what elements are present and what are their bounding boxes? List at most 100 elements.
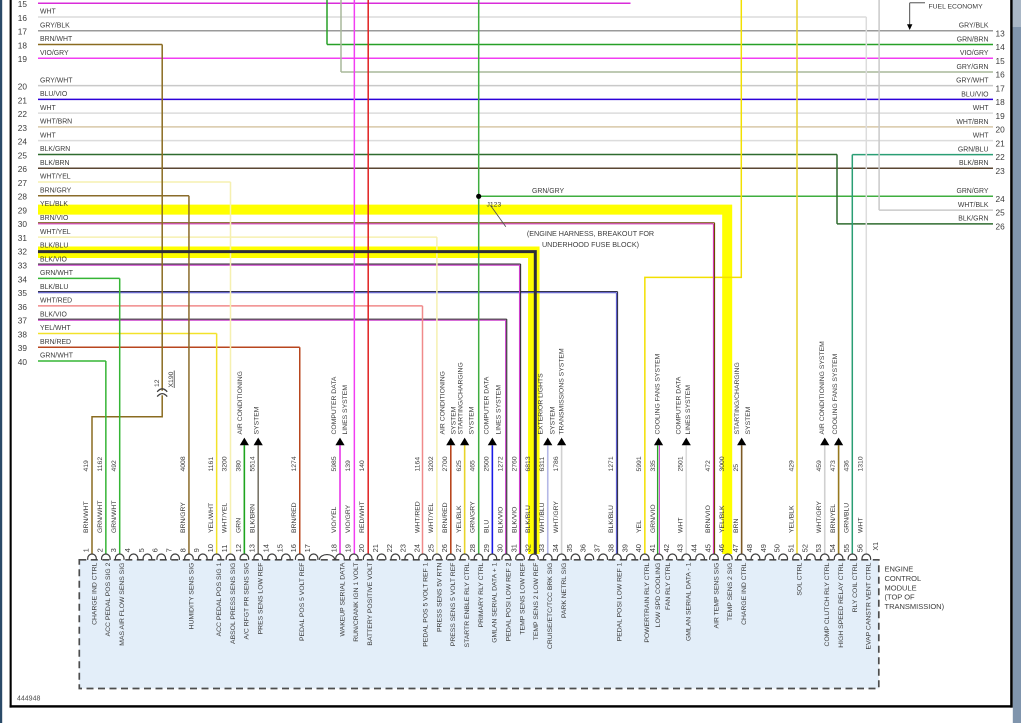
svg-text:LINES SYSTEM: LINES SYSTEM (342, 385, 349, 435)
svg-text:14: 14 (261, 544, 270, 552)
svg-text:436: 436 (844, 460, 851, 472)
svg-text:16: 16 (289, 544, 298, 552)
svg-text:GRY/GRN: GRY/GRN (956, 64, 988, 71)
svg-text:WHT/RED: WHT/RED (40, 298, 72, 305)
svg-text:PEDAL POSI LOW REF 2: PEDAL POSI LOW REF 2 (506, 562, 513, 641)
svg-text:ACC PEDAL POS SIG 1: ACC PEDAL POS SIG 1 (216, 562, 223, 636)
svg-text:AIR CONDITIONING: AIR CONDITIONING (439, 371, 446, 434)
svg-text:21: 21 (18, 95, 28, 105)
svg-text:WHT/YEL: WHT/YEL (40, 174, 71, 181)
svg-text:21: 21 (996, 138, 1006, 148)
svg-text:3: 3 (109, 548, 118, 552)
svg-text:AIR CONDITIONING SYSTEM: AIR CONDITIONING SYSTEM (819, 341, 826, 435)
svg-text:ENGINE: ENGINE (885, 565, 914, 574)
svg-text:24: 24 (18, 137, 28, 147)
svg-text:1162: 1162 (97, 457, 104, 472)
svg-text:WHT: WHT (677, 518, 684, 533)
svg-text:26: 26 (440, 544, 449, 552)
svg-text:GRN/GRY: GRN/GRY (956, 188, 988, 195)
svg-text:465: 465 (470, 460, 477, 472)
svg-text:FAN RLY CTRL: FAN RLY CTRL (665, 562, 672, 610)
svg-text:6311: 6311 (539, 457, 546, 472)
svg-text:PRES SENS LOW REF: PRES SENS LOW REF (258, 563, 265, 635)
svg-text:A/C RFGT PR SENS SIG: A/C RFGT PR SENS SIG (244, 563, 251, 640)
svg-text:625: 625 (456, 460, 463, 472)
svg-text:(ENGINE HARNESS, BREAKOUT FOR: (ENGINE HARNESS, BREAKOUT FOR (527, 229, 654, 238)
svg-text:TEMP SENS 2 SIG: TEMP SENS 2 SIG (727, 563, 734, 621)
svg-text:20: 20 (357, 544, 366, 552)
svg-text:LINES SYSTEM: LINES SYSTEM (685, 385, 692, 435)
svg-text:53: 53 (814, 544, 823, 552)
svg-text:1310: 1310 (858, 456, 865, 471)
svg-text:CHARGE IND CTRL: CHARGE IND CTRL (741, 562, 748, 625)
svg-text:5: 5 (137, 548, 146, 552)
svg-text:WHT/GRY: WHT/GRY (816, 501, 823, 533)
svg-text:WHT/YEL: WHT/YEL (428, 503, 435, 533)
svg-text:PEDAL POS 5 VOLT REF: PEDAL POS 5 VOLT REF (299, 563, 306, 641)
svg-text:GRN/GRY: GRN/GRY (470, 501, 477, 533)
svg-text:19: 19 (996, 111, 1006, 121)
svg-text:BLK/GRN: BLK/GRN (958, 216, 988, 223)
svg-text:SYSTEM: SYSTEM (450, 406, 457, 434)
svg-text:GRN/VIO: GRN/VIO (650, 504, 657, 533)
svg-text:CHARGE IND CTRL: CHARGE IND CTRL (91, 562, 98, 625)
svg-text:BRN/RED: BRN/RED (442, 502, 449, 533)
svg-text:RUN/CRANK IGN 1 VOLT: RUN/CRANK IGN 1 VOLT (353, 563, 360, 642)
svg-text:1786: 1786 (553, 456, 560, 471)
svg-text:TEMP SENS 2 LOW REF: TEMP SENS 2 LOW REF (533, 563, 540, 641)
svg-text:GRY/BLK: GRY/BLK (40, 22, 70, 29)
svg-text:2501: 2501 (677, 456, 684, 471)
svg-text:WHT/GRY: WHT/GRY (553, 501, 560, 533)
svg-text:AIR TEMP SENS SIG: AIR TEMP SENS SIG (713, 563, 720, 629)
svg-text:BRN/YEL: BRN/YEL (830, 504, 837, 533)
svg-text:WHT/YEL: WHT/YEL (40, 229, 71, 236)
svg-text:WHT: WHT (40, 105, 56, 112)
svg-text:25: 25 (18, 150, 28, 160)
svg-text:3000: 3000 (719, 456, 726, 471)
svg-text:BLK/VIO: BLK/VIO (497, 507, 504, 533)
svg-text:140: 140 (359, 460, 366, 472)
svg-text:GRN/BRN: GRN/BRN (957, 36, 989, 43)
svg-text:YEL/WHT: YEL/WHT (40, 325, 71, 332)
svg-text:37: 37 (593, 544, 602, 552)
svg-text:GRY/WHT: GRY/WHT (956, 78, 989, 85)
svg-text:34: 34 (551, 544, 560, 552)
svg-text:54: 54 (828, 544, 837, 552)
svg-text:17: 17 (996, 83, 1006, 93)
svg-text:5514: 5514 (249, 456, 256, 471)
svg-text:24: 24 (413, 544, 422, 552)
svg-text:VIO/YEL: VIO/YEL (331, 506, 338, 533)
svg-text:28: 28 (468, 544, 477, 552)
svg-text:38: 38 (606, 544, 615, 552)
svg-text:BRN/WHT: BRN/WHT (40, 36, 73, 43)
svg-text:PRESS SENS 5 VOLT REF: PRESS SENS 5 VOLT REF (450, 563, 457, 647)
svg-text:15: 15 (275, 544, 284, 552)
svg-text:BRN/GRY: BRN/GRY (40, 187, 72, 194)
svg-text:429: 429 (788, 460, 795, 472)
svg-text:COOLING FANS SYSTEM: COOLING FANS SYSTEM (832, 353, 839, 434)
svg-text:1164: 1164 (414, 457, 421, 472)
svg-text:HUMIDITY SENS SIG: HUMIDITY SENS SIG (188, 563, 195, 630)
svg-text:X190: X190 (168, 371, 175, 387)
svg-text:35: 35 (565, 544, 574, 552)
svg-text:BLU/VIO: BLU/VIO (961, 91, 989, 98)
svg-text:UNDERHOOD FUSE BLOCK): UNDERHOOD FUSE BLOCK) (542, 240, 639, 249)
svg-text:6813: 6813 (525, 456, 532, 471)
svg-text:25: 25 (996, 208, 1006, 218)
svg-text:25: 25 (733, 464, 740, 472)
svg-text:29: 29 (18, 205, 28, 215)
svg-text:BLK/BRN: BLK/BRN (959, 160, 989, 167)
svg-text:7: 7 (165, 548, 174, 552)
svg-text:VIO/GRY: VIO/GRY (345, 504, 352, 533)
svg-text:13: 13 (996, 28, 1006, 38)
svg-text:YEL: YEL (636, 520, 643, 533)
svg-text:11: 11 (220, 545, 229, 553)
svg-text:SYSTEM: SYSTEM (550, 406, 557, 434)
svg-text:YEL/BLK: YEL/BLK (40, 201, 68, 208)
svg-text:23: 23 (996, 166, 1006, 176)
svg-text:20: 20 (996, 125, 1006, 135)
svg-text:45: 45 (703, 544, 712, 552)
svg-text:PEDAL POSI LOW REF 1: PEDAL POSI LOW REF 1 (616, 562, 623, 641)
svg-text:FUEL ECONOMY: FUEL ECONOMY (929, 3, 984, 10)
svg-text:139: 139 (345, 460, 352, 472)
